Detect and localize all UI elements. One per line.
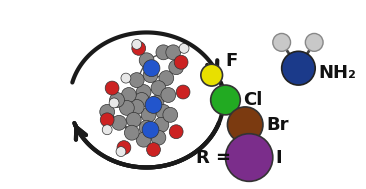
Circle shape xyxy=(119,101,134,115)
Circle shape xyxy=(116,147,126,156)
Circle shape xyxy=(154,117,169,132)
Circle shape xyxy=(112,115,126,130)
Circle shape xyxy=(141,107,156,122)
Circle shape xyxy=(117,141,131,155)
Text: Cl: Cl xyxy=(243,91,262,109)
Circle shape xyxy=(282,51,315,85)
Circle shape xyxy=(273,33,291,51)
Circle shape xyxy=(139,53,154,68)
Circle shape xyxy=(176,85,190,99)
Circle shape xyxy=(151,130,166,145)
Circle shape xyxy=(225,134,273,181)
Circle shape xyxy=(169,125,183,139)
Circle shape xyxy=(134,92,149,107)
Circle shape xyxy=(161,88,176,102)
Circle shape xyxy=(151,81,166,95)
Circle shape xyxy=(305,33,323,51)
Circle shape xyxy=(129,99,144,114)
Circle shape xyxy=(169,60,184,75)
Circle shape xyxy=(136,132,151,147)
Text: F: F xyxy=(225,52,238,70)
Circle shape xyxy=(159,71,174,86)
Circle shape xyxy=(136,84,151,99)
Circle shape xyxy=(227,107,263,143)
Circle shape xyxy=(139,120,154,135)
Circle shape xyxy=(100,105,115,119)
Circle shape xyxy=(126,112,141,127)
Circle shape xyxy=(163,107,178,122)
Circle shape xyxy=(110,92,124,107)
Circle shape xyxy=(132,40,142,49)
Circle shape xyxy=(142,121,159,138)
Circle shape xyxy=(121,73,131,83)
Circle shape xyxy=(156,105,171,119)
Circle shape xyxy=(143,60,160,77)
Circle shape xyxy=(122,88,136,102)
Circle shape xyxy=(109,98,119,108)
Circle shape xyxy=(105,81,119,95)
Circle shape xyxy=(129,73,144,88)
Circle shape xyxy=(147,143,160,156)
Circle shape xyxy=(145,97,162,113)
Circle shape xyxy=(100,113,114,127)
Circle shape xyxy=(201,64,223,86)
Circle shape xyxy=(211,85,240,115)
Circle shape xyxy=(124,125,139,140)
Circle shape xyxy=(102,125,112,135)
Text: Br: Br xyxy=(266,116,288,134)
Circle shape xyxy=(143,68,158,83)
Circle shape xyxy=(179,43,189,53)
Text: NH₂: NH₂ xyxy=(318,64,356,82)
Circle shape xyxy=(156,45,171,60)
Circle shape xyxy=(132,41,146,55)
Circle shape xyxy=(166,45,180,60)
Circle shape xyxy=(149,95,164,110)
Text: R =: R = xyxy=(196,149,231,167)
Text: I: I xyxy=(276,149,283,167)
Circle shape xyxy=(174,55,188,69)
